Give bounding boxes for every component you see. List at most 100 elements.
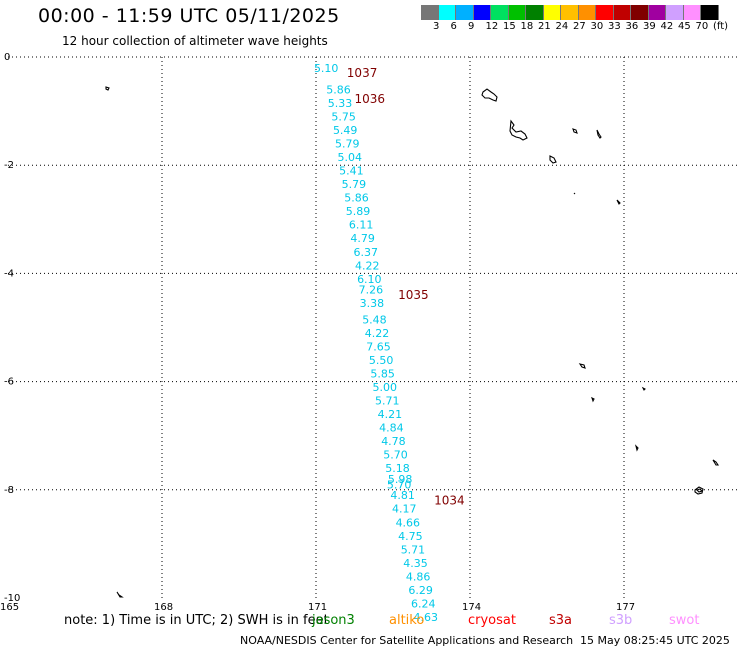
island-g (634, 444, 639, 452)
wave-height-label: 5.70 (387, 478, 412, 491)
pressure-label: 1034 (434, 494, 465, 508)
wave-height-label: 7.26 (359, 284, 384, 297)
wave-height-label: 5.75 (331, 111, 356, 124)
island-h (712, 459, 720, 466)
colorbar-swatch (648, 5, 666, 20)
page-subtitle: 12 hour collection of altimeter wave hei… (62, 34, 328, 48)
lon-tick-label: 171 (308, 602, 327, 613)
wave-height-label: 3.38 (360, 297, 385, 310)
wave-height-label: 5.04 (338, 151, 363, 164)
lon-tick-label: 174 (462, 602, 481, 613)
island-maiana (549, 155, 557, 164)
wave-height-label: 5.98 (388, 473, 413, 486)
wave-height-label: 5.79 (335, 138, 360, 151)
colorbar-label: 36 (625, 21, 639, 32)
wave-height-label: 4.75 (398, 530, 423, 543)
wave-height-label: 7.65 (366, 340, 391, 353)
wave-height-label: 5.71 (375, 395, 400, 408)
wave-height-label: 4.22 (355, 259, 380, 272)
colorbar-label: 3 (433, 21, 440, 32)
island-i (116, 591, 124, 598)
wave-height-label: 5.70 (383, 449, 408, 462)
colorbar-swatch (561, 5, 579, 20)
island-abaiang (509, 119, 528, 141)
generated-timestamp: 15 May 08:25:45 UTC 2025 (580, 634, 730, 647)
colorbar-label: 9 (468, 21, 475, 32)
colorbar-labels: 3 6 9 12 15 18 21 24 27 30 33 36 39 42 45 70 (ft) (421, 21, 740, 35)
colorbar-label: 15 (503, 21, 516, 32)
satellite-label-jason3: jason3 (312, 613, 355, 628)
wave-height-label: 4.86 (406, 570, 431, 583)
wave-height-label: 5.00 (372, 381, 397, 394)
colorbar-swatch (438, 5, 456, 20)
colorbar-swatch (543, 5, 561, 20)
colorbar-label: 18 (520, 21, 534, 32)
wave-height-label: 5.50 (369, 354, 394, 367)
wave-height-label: 4.79 (350, 232, 375, 245)
wave-height-label: 5.86 (344, 192, 369, 205)
lat-tick-label: 0 (4, 52, 10, 63)
colorbar-label: 27 (573, 21, 586, 32)
colorbar-label: 45 (678, 21, 691, 32)
wave-height-label: 6.10 (357, 273, 382, 286)
satellite-label-cryosat: cryosat (468, 613, 516, 628)
wave-height-label: 4.66 (396, 516, 421, 529)
wave-height-label: 6.11 (349, 219, 374, 232)
colorbar-label: 30 (590, 21, 604, 32)
colorbar-swatch (456, 5, 474, 20)
wave-height-label: 4.81 (390, 489, 415, 502)
island-tarawa (481, 88, 498, 102)
lon-tick-label: 177 (616, 602, 635, 613)
island-f (641, 386, 646, 391)
island-b (573, 192, 576, 195)
wave-height-label: 5.71 (401, 543, 426, 556)
wave-height-label: 5.48 (362, 313, 387, 326)
lat-tick-label: -4 (4, 268, 14, 279)
lat-tick-label: -6 (4, 377, 14, 388)
colorbar-label: 33 (608, 21, 621, 32)
wave-height-label: 5.41 (339, 165, 364, 178)
wave-height-colorbar (421, 5, 719, 20)
colorbar-swatch (683, 5, 701, 20)
lat-tick-label: -10 (4, 593, 20, 604)
altimeter-track: 5.105.865.335.755.495.795.045.415.795.86… (314, 62, 465, 624)
units-note: note: 1) Time is in UTC; 2) SWH is in fe… (64, 613, 329, 628)
colorbar-swatch (473, 5, 491, 20)
lon-tick-label: 165 (0, 602, 19, 613)
island-butaritari (596, 129, 602, 139)
colorbar-label: 12 (485, 21, 499, 32)
colorbar-swatch (526, 5, 544, 20)
wave-height-label: 5.18 (385, 462, 410, 475)
colorbar-swatch (421, 5, 439, 20)
satellite-label-swot: swot (669, 613, 700, 628)
colorbar-swatch (701, 5, 719, 20)
island-c (616, 199, 621, 205)
wave-height-label: 4.63 (414, 611, 439, 624)
colorbar-label: 24 (555, 21, 569, 32)
wave-height-label: 6.29 (408, 584, 433, 597)
pressure-label: 1037 (347, 66, 378, 80)
wave-height-label: 4.22 (365, 327, 390, 340)
wave-height-label: 5.10 (314, 62, 339, 75)
wave-height-label: 5.85 (370, 367, 395, 380)
satellite-label-s3b: s3b (609, 613, 633, 628)
wave-height-label: 5.33 (328, 97, 353, 110)
colorbar-swatch (596, 5, 614, 20)
colorbar-swatch (578, 5, 596, 20)
wave-height-label: 4.21 (378, 408, 403, 421)
lon-tick-label: 168 (154, 602, 173, 613)
satellite-label-s3a: s3a (549, 613, 573, 628)
island-outlines (105, 86, 720, 598)
colorbar-label: 39 (643, 21, 656, 32)
wave-height-label: 4.17 (392, 503, 417, 516)
wave-height-label: 6.37 (353, 246, 378, 259)
island-funafuti (694, 486, 704, 495)
satellite-label-altiko: altiko (389, 613, 425, 628)
colorbar-swatch (613, 5, 631, 20)
island-d (578, 363, 586, 369)
colorbar-swatch (491, 5, 509, 20)
wave-height-label: 5.89 (346, 205, 371, 218)
wave-height-label: 4.78 (381, 435, 406, 448)
